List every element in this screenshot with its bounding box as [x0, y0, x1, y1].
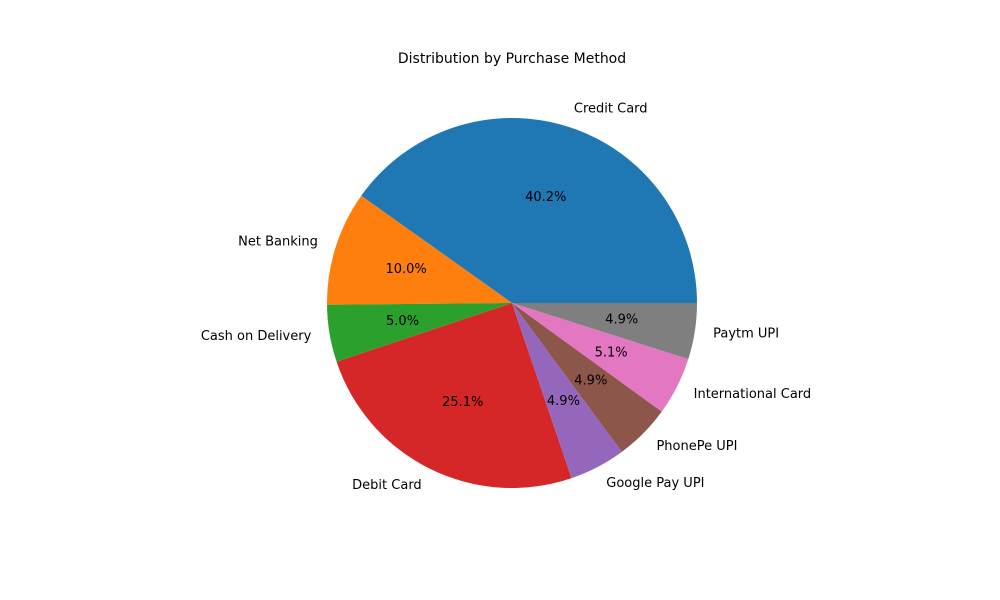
slice-label-google-pay-upi: Google Pay UPI: [606, 476, 704, 491]
slice-percent-phonepe-upi: 4.9%: [574, 374, 607, 389]
slice-percent-google-pay-upi: 4.9%: [547, 394, 580, 409]
slice-percent-net-banking: 10.0%: [385, 262, 426, 277]
pie-slice-cash-on-delivery: [327, 303, 512, 362]
pie-labels: Credit Card 40.2% Net Banking 10.0% Cash on …: [201, 102, 811, 493]
slice-label-phonepe-upi: PhonePe UPI: [656, 439, 737, 454]
slice-label-paytm-upi: Paytm UPI: [713, 327, 779, 342]
slice-label-debit-card: Debit Card: [352, 478, 422, 493]
slice-percent-debit-card: 25.1%: [442, 395, 483, 410]
slice-label-credit-card: Credit Card: [574, 102, 648, 117]
slice-label-cash-on-delivery: Cash on Delivery: [201, 329, 312, 344]
slice-percent-international-card: 5.1%: [595, 346, 628, 361]
pie-slice-net-banking: [326, 195, 512, 305]
slice-label-international-card: International Card: [694, 387, 812, 402]
pie-slice-international-card: [512, 303, 689, 412]
pie-slice-paytm-upi: [512, 303, 697, 360]
slice-percent-paytm-upi: 4.9%: [605, 313, 638, 328]
slice-percent-credit-card: 40.2%: [525, 190, 566, 205]
pie-slice-debit-card: [336, 303, 572, 488]
slice-percent-cash-on-delivery: 5.0%: [386, 314, 419, 329]
chart-title: Distribution by Purchase Method: [398, 51, 626, 67]
pie-slice-phonepe-upi: [512, 303, 662, 452]
pie-slice-google-pay-upi: [512, 303, 622, 479]
slice-label-net-banking: Net Banking: [238, 235, 318, 250]
pie-slices: [326, 118, 697, 488]
pie-slice-credit-card: [361, 118, 697, 303]
